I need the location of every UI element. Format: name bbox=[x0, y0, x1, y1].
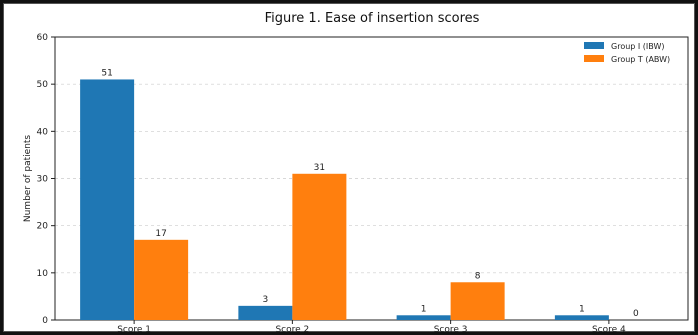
x-tick-label: Score 3 bbox=[434, 325, 468, 335]
bar-group-i-2 bbox=[238, 305, 293, 320]
data-label: 1 bbox=[579, 304, 585, 314]
bar-group-i-3 bbox=[396, 315, 451, 320]
bar-group-t-2 bbox=[292, 173, 347, 320]
y-tick-label: 0 bbox=[42, 316, 48, 326]
data-label: 8 bbox=[475, 271, 481, 281]
plot-area-border bbox=[54, 36, 689, 321]
legend-label: Group T (ABW) bbox=[611, 55, 670, 64]
legend: Group I (IBW) Group T (ABW) bbox=[584, 42, 670, 64]
bars bbox=[80, 79, 609, 320]
data-label: 51 bbox=[101, 68, 112, 78]
y-tick-label: 60 bbox=[37, 33, 49, 43]
legend-swatch bbox=[584, 55, 604, 62]
y-tick-label: 20 bbox=[37, 222, 49, 232]
bar-group-t-3 bbox=[450, 282, 505, 320]
y-tick-label: 10 bbox=[37, 269, 49, 279]
bar-group-t-1 bbox=[134, 239, 189, 320]
bar-group-i-1 bbox=[80, 79, 135, 320]
data-label: 31 bbox=[314, 163, 325, 173]
data-label: 3 bbox=[263, 295, 269, 305]
x-tick-label: Score 1 bbox=[117, 325, 151, 335]
grid-lines bbox=[55, 36, 688, 274]
data-label: 0 bbox=[633, 309, 639, 319]
data-label: 1 bbox=[421, 304, 427, 314]
x-tick-label: Score 4 bbox=[592, 325, 626, 335]
legend-label: Group I (IBW) bbox=[611, 42, 665, 51]
bar-group-i-4 bbox=[554, 315, 609, 320]
y-tick-label: 30 bbox=[37, 175, 49, 185]
y-axis-label: Number of patients bbox=[23, 135, 33, 223]
data-label: 17 bbox=[155, 229, 166, 239]
y-tick-label: 50 bbox=[37, 80, 49, 90]
legend-swatch bbox=[584, 42, 604, 49]
y-tick-label: 40 bbox=[37, 127, 49, 137]
data-labels: 51 17 3 31 1 8 1 0 bbox=[101, 68, 639, 319]
chart-title: Figure 1. Ease of insertion scores bbox=[265, 11, 480, 26]
x-tick-label: Score 2 bbox=[275, 325, 309, 335]
